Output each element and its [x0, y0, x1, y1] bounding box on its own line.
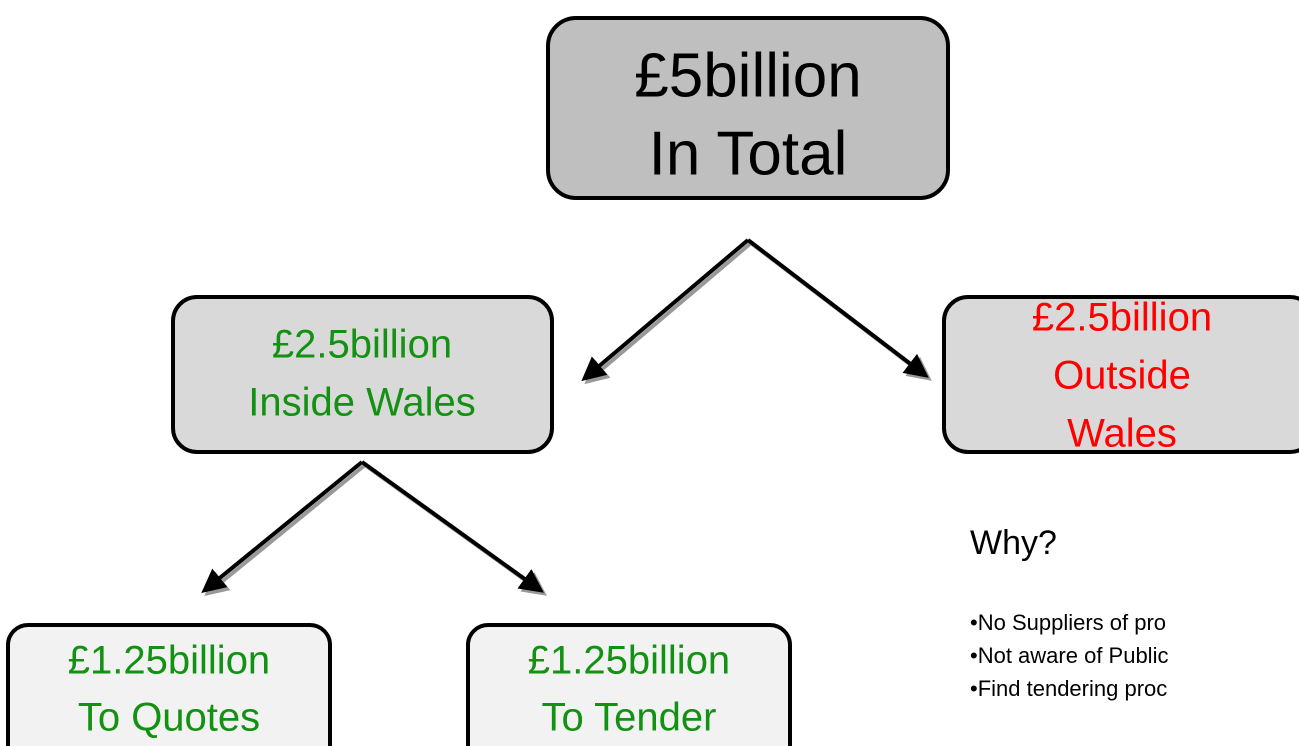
node-box: [942, 295, 1299, 454]
arrow: [581, 238, 750, 382]
node-labels: £5billion In Total £2.5billion Inside Wa…: [68, 41, 1212, 739]
node-text: In Total: [649, 119, 848, 188]
node-text: Inside Wales: [248, 381, 476, 425]
node-text: £2.5billion: [1032, 296, 1212, 340]
why-bullet: •No Suppliers of pro: [970, 610, 1166, 635]
why-bullet: •Find tendering proc: [970, 676, 1167, 701]
why-heading: Why?: [970, 524, 1057, 562]
node-text: £1.25billion: [68, 639, 270, 683]
node-text: £1.25billion: [528, 639, 730, 683]
arrow-shadow: [204, 463, 367, 597]
why-block: Why? •No Suppliers of pro •Not aware of …: [970, 524, 1168, 701]
node-box: [171, 295, 554, 454]
node-text: To Quotes: [78, 696, 260, 740]
node-text: Wales: [1067, 412, 1177, 456]
node-text: £2.5billion: [272, 323, 452, 367]
node-box: [466, 623, 792, 746]
arrow: [746, 238, 929, 378]
node-box: [6, 623, 332, 746]
arrows: [201, 238, 932, 597]
arrow: [201, 460, 364, 594]
node-text: Outside: [1053, 354, 1191, 398]
boxes: [6, 16, 1299, 746]
node-text: £5billion: [634, 41, 862, 110]
node-box: [546, 16, 950, 200]
arrow-shadow: [584, 241, 753, 385]
arrow: [360, 460, 544, 593]
why-bullet: •Not aware of Public: [970, 643, 1168, 668]
node-text: To Tender: [542, 696, 717, 740]
